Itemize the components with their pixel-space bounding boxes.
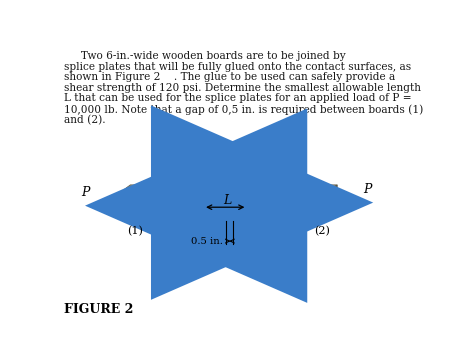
Text: L: L <box>223 194 232 207</box>
Polygon shape <box>121 192 222 220</box>
Polygon shape <box>251 180 260 225</box>
Text: P: P <box>81 186 89 199</box>
Text: FIGURE 2: FIGURE 2 <box>64 303 133 316</box>
Text: L that can be used for the splice plates for an applied load of P =: L that can be used for the splice plates… <box>64 93 411 103</box>
Text: (1): (1) <box>127 226 143 236</box>
Text: and (2).: and (2). <box>64 114 105 125</box>
Text: (2): (2) <box>314 226 329 236</box>
Text: 0.5 in.: 0.5 in. <box>192 237 223 246</box>
Text: shown in Figure 2    . The glue to be used can safely provide a: shown in Figure 2 . The glue to be used … <box>64 72 395 82</box>
Polygon shape <box>229 192 328 220</box>
Polygon shape <box>200 180 260 186</box>
Text: P: P <box>363 183 372 196</box>
Text: Two 6-in.-wide wooden boards are to be joined by: Two 6-in.-wide wooden boards are to be j… <box>64 51 346 61</box>
Text: shear strength of 120 psi. Determine the smallest allowable length: shear strength of 120 psi. Determine the… <box>64 83 421 93</box>
Polygon shape <box>229 185 337 192</box>
Text: splice plates that will be fully glued onto the contact surfaces, as: splice plates that will be fully glued o… <box>64 62 411 72</box>
Polygon shape <box>200 186 251 225</box>
Polygon shape <box>328 185 337 220</box>
Polygon shape <box>121 185 231 192</box>
Text: 10,000 lb. Note that a gap of 0,5 in. is required between boards (1): 10,000 lb. Note that a gap of 0,5 in. is… <box>64 104 423 114</box>
Polygon shape <box>222 185 231 220</box>
